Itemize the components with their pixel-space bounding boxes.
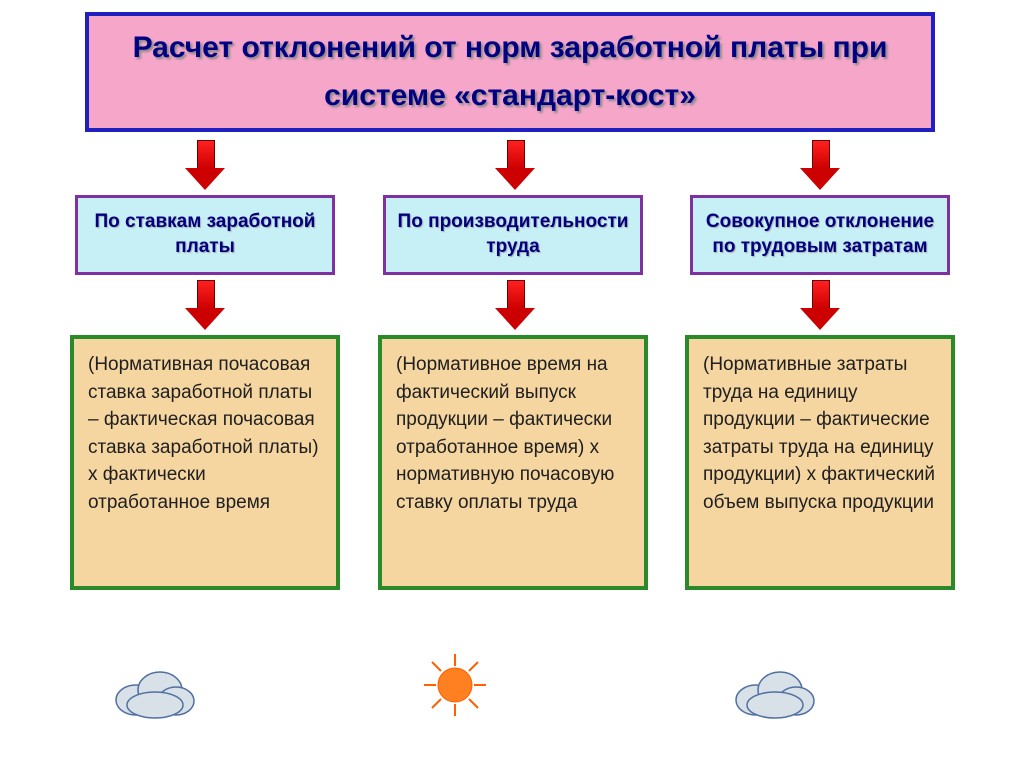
category-box-3: Совокупное отклонение по трудовым затрат… xyxy=(690,195,950,275)
cloud-icon xyxy=(730,665,820,720)
description-box-3: (Нормативные затраты труда на единицу пр… xyxy=(685,335,955,590)
sun-icon xyxy=(420,650,490,720)
arrow-down-icon xyxy=(185,140,225,190)
category-box-2: По производительности труда xyxy=(383,195,643,275)
category-box-1: По ставкам заработной платы xyxy=(75,195,335,275)
description-box-1: (Нормативная почасовая ставка заработной… xyxy=(70,335,340,590)
cloud-icon xyxy=(110,665,200,720)
main-title: Расчет отклонений от норм заработной пла… xyxy=(85,12,935,132)
arrow-down-icon xyxy=(185,280,225,330)
description-box-2: (Нормативное время на фактический выпуск… xyxy=(378,335,648,590)
arrow-down-icon xyxy=(495,140,535,190)
arrow-down-icon xyxy=(800,140,840,190)
arrow-down-icon xyxy=(800,280,840,330)
arrow-down-icon xyxy=(495,280,535,330)
